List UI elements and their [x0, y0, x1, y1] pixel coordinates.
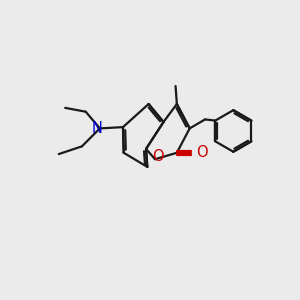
- Text: O: O: [152, 149, 164, 164]
- Text: N: N: [91, 121, 102, 136]
- Text: O: O: [196, 145, 208, 160]
